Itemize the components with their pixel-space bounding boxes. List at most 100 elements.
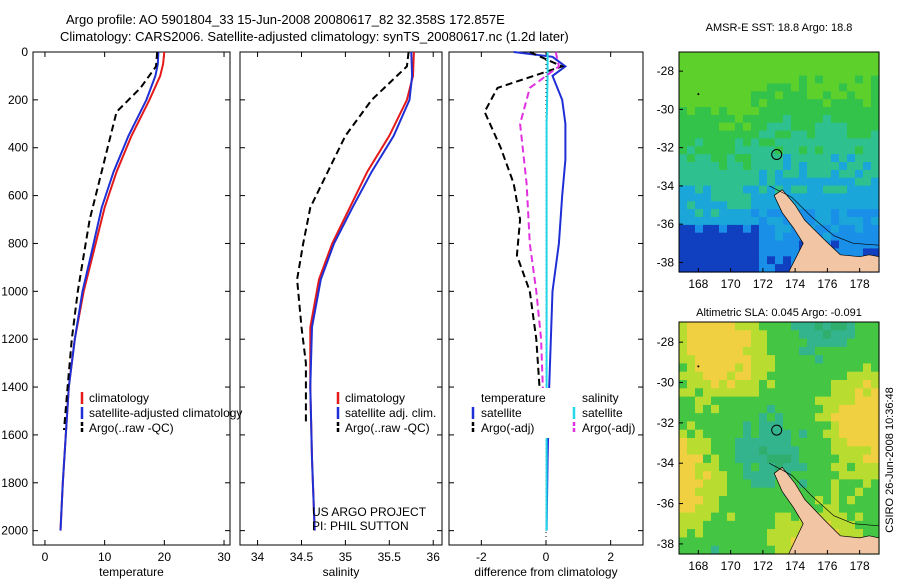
map-title: Altimetric SLA: 0.045 Argo: -0.091 xyxy=(696,307,862,319)
heatmap-cell xyxy=(863,446,872,456)
heatmap-cell xyxy=(695,91,704,100)
heatmap-cell xyxy=(831,240,840,250)
heatmap-cell xyxy=(767,177,776,187)
heatmap-cell xyxy=(863,248,872,257)
heatmap-cell xyxy=(695,232,704,242)
heatmap-cell xyxy=(799,177,808,187)
heatmap-cell xyxy=(751,224,760,234)
heatmap-cell xyxy=(679,404,688,414)
heatmap-cell xyxy=(823,388,832,398)
y-tick-label: -30 xyxy=(657,376,675,390)
heatmap-cell xyxy=(751,396,760,406)
heatmap-cell xyxy=(839,330,848,340)
heatmap-cell xyxy=(759,446,768,456)
heatmap-cell xyxy=(751,256,760,265)
heatmap-cell xyxy=(695,487,704,497)
heatmap-cell xyxy=(831,59,840,69)
heatmap-cell xyxy=(847,396,856,406)
heatmap-cell xyxy=(775,396,784,406)
heatmap-cell xyxy=(759,209,768,218)
heatmap-cell xyxy=(831,471,840,480)
heatmap-cell xyxy=(783,380,792,389)
heatmap-cell xyxy=(727,338,736,348)
heatmap-cell xyxy=(783,154,792,163)
heatmap-cell xyxy=(703,496,712,505)
heatmap-cell xyxy=(679,256,688,265)
heatmap-cell xyxy=(735,520,744,530)
heatmap-cell xyxy=(855,146,864,155)
heatmap-cell xyxy=(863,413,872,422)
heatmap-cell xyxy=(767,479,776,489)
heatmap-cell xyxy=(831,209,840,218)
heatmap-cell xyxy=(695,177,704,187)
heatmap-cell xyxy=(679,438,688,447)
heatmap-cell xyxy=(855,529,864,538)
heatmap-cell xyxy=(863,130,872,140)
heatmap-cell xyxy=(871,396,880,406)
heatmap-cell xyxy=(847,99,856,108)
heatmap-cell xyxy=(679,240,688,250)
heatmap-cell xyxy=(719,512,728,522)
heatmap-cell xyxy=(703,380,712,389)
heatmap-cell xyxy=(759,146,768,155)
heatmap-cell xyxy=(871,496,880,505)
heatmap-cell xyxy=(751,91,760,100)
heatmap-cell xyxy=(855,240,864,250)
heatmap-cell xyxy=(727,520,736,530)
heatmap-cell xyxy=(679,322,688,331)
heatmap-cell xyxy=(783,429,792,439)
heatmap-cell xyxy=(759,122,768,132)
heatmap-cell xyxy=(855,322,864,331)
heatmap-cell xyxy=(703,371,712,381)
heatmap-cell xyxy=(863,209,872,218)
heatmap-cell xyxy=(863,479,872,489)
heatmap-cell xyxy=(855,396,864,406)
heatmap-cell xyxy=(783,256,792,265)
heatmap-cell xyxy=(871,446,880,456)
heatmap-cell xyxy=(759,75,768,85)
heatmap-cell xyxy=(687,322,696,331)
heatmap-cell xyxy=(831,388,840,398)
heatmap-cell xyxy=(783,529,792,538)
heatmap-cell xyxy=(791,177,800,187)
heatmap-cell xyxy=(759,59,768,69)
heatmap-cell xyxy=(743,67,752,77)
heatmap-cell xyxy=(727,496,736,505)
heatmap-cell xyxy=(759,429,768,439)
heatmap-cell xyxy=(743,545,752,555)
heatmap-cell xyxy=(791,240,800,250)
heatmap-cell xyxy=(711,454,720,464)
heatmap-cell xyxy=(831,217,840,226)
heatmap-cell xyxy=(679,371,688,381)
heatmap-cell xyxy=(759,114,768,124)
heatmap-cell xyxy=(719,138,728,147)
heatmap-cell xyxy=(695,67,704,77)
heatmap-cell xyxy=(839,217,848,226)
heatmap-cell xyxy=(775,438,784,447)
heatmap-cell xyxy=(831,346,840,356)
heatmap-cell xyxy=(807,413,816,422)
heatmap-cell xyxy=(831,75,840,85)
heatmap-cell xyxy=(815,169,824,179)
heatmap-cell xyxy=(847,388,856,398)
heatmap-cell xyxy=(815,193,824,202)
heatmap-cell xyxy=(847,363,856,373)
heatmap-cell xyxy=(751,248,760,257)
heatmap-cell xyxy=(807,67,816,77)
heatmap-cell xyxy=(855,67,864,77)
heatmap-cell xyxy=(791,138,800,147)
heatmap-cell xyxy=(815,162,824,171)
heatmap-cell xyxy=(823,454,832,464)
heatmap-cell xyxy=(719,201,728,210)
heatmap-cell xyxy=(791,512,800,522)
heatmap-cell xyxy=(863,52,872,61)
heatmap-cell xyxy=(727,512,736,522)
heatmap-cell xyxy=(711,59,720,69)
heatmap-cell xyxy=(775,462,784,472)
heatmap-cell xyxy=(679,330,688,340)
heatmap-cell xyxy=(815,224,824,234)
heatmap-cell xyxy=(807,479,816,489)
heatmap-cell xyxy=(799,59,808,69)
heatmap-cell xyxy=(679,413,688,422)
heatmap-cell xyxy=(727,201,736,210)
